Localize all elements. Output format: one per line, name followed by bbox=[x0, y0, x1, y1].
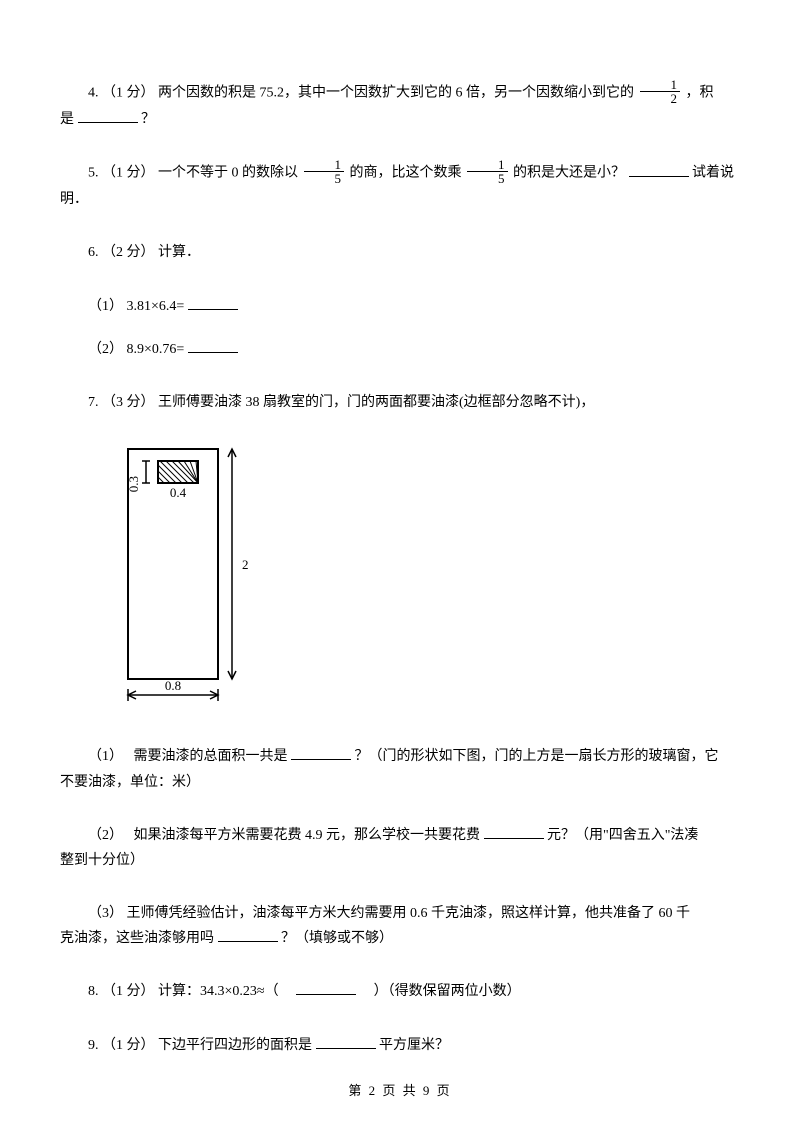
question-9: 9. （1 分） 下边平行四边形的面积是 平方厘米？ bbox=[60, 1033, 740, 1058]
q9-prefix: 9. （1 分） 下边平行四边形的面积是 bbox=[88, 1038, 312, 1053]
q7-sub3-a: （3） 王师傅凭经验估计，油漆每平方米大约需要用 0.6 千克油漆，照这样计算，… bbox=[88, 906, 690, 921]
question-4: 4. （1 分） 两个因数的积是 75.2，其中一个因数扩大到它的 6 倍，另一… bbox=[60, 80, 740, 132]
svg-text:0.8: 0.8 bbox=[165, 678, 181, 693]
q7-sub3: （3） 王师傅凭经验估计，油漆每平方米大约需要用 0.6 千克油漆，照这样计算，… bbox=[60, 901, 740, 951]
q5-text-c: 的积是大还是小？ bbox=[513, 166, 625, 181]
svg-text:0.3: 0.3 bbox=[126, 476, 141, 492]
q6-blank-1 bbox=[188, 296, 238, 310]
q4-text-a: 4. （1 分） 两个因数的积是 75.2，其中一个因数扩大到它的 6 倍，另一… bbox=[88, 86, 638, 101]
q8-blank bbox=[296, 981, 356, 995]
q4-blank bbox=[78, 109, 138, 123]
q5-blank bbox=[629, 163, 689, 177]
q7-sub1-c: 不要油漆，单位：米） bbox=[60, 775, 200, 790]
fraction-half: 1 2 bbox=[640, 78, 681, 105]
q5-text-a: 5. （1 分） 一个不等于 0 的数除以 bbox=[88, 166, 302, 181]
question-8: 8. （1 分） 计算：34.3×0.23≈（ ）（得数保留两位小数） bbox=[60, 979, 740, 1004]
q4-text-b: ，积 bbox=[686, 86, 714, 101]
q7-sub3-blank bbox=[218, 928, 278, 942]
q5-text-b: 的商，比这个数乘 bbox=[350, 166, 466, 181]
question-5: 5. （1 分） 一个不等于 0 的数除以 1 5 的商，比这个数乘 1 5 的… bbox=[60, 160, 740, 212]
q8-suffix: ）（得数保留两位小数） bbox=[360, 984, 521, 999]
door-diagram: 0.3 0.4 2 0.8 bbox=[100, 443, 740, 722]
door-svg: 0.3 0.4 2 0.8 bbox=[100, 443, 270, 713]
q7-sub1-a: （1） 需要油漆的总面积一共是 bbox=[88, 749, 288, 764]
q7-sub3-b: 克油漆，这些油漆够用吗 bbox=[60, 931, 214, 946]
q7-sub2-c: 整到十分位） bbox=[60, 853, 144, 868]
q8-prefix: 8. （1 分） 计算：34.3×0.23≈（ bbox=[88, 984, 293, 999]
q4-tail: ？ bbox=[141, 112, 155, 127]
q6-sub1: （1） 3.81×6.4= bbox=[60, 294, 740, 319]
q9-blank bbox=[316, 1035, 376, 1049]
q7-sub1-b: ？（门的形状如下图，门的上方是一扇长方形的玻璃窗，它 bbox=[355, 749, 719, 764]
q7-sub1-blank bbox=[291, 746, 351, 760]
q4-line2: 是 bbox=[60, 112, 74, 127]
svg-text:2: 2 bbox=[242, 557, 249, 572]
question-7-title: 7. （3 分） 王师傅要油漆 38 扇教室的门，门的两面都要油漆(边框部分忽略… bbox=[60, 390, 740, 415]
q7-sub2-b: 元？（用"四舍五入"法凑 bbox=[547, 828, 698, 843]
q6-text: 6. （2 分） 计算． bbox=[88, 245, 200, 260]
q7-sub3-c: ？（填够或不够） bbox=[281, 931, 393, 946]
page-footer: 第 2 页 共 9 页 bbox=[0, 1079, 800, 1102]
q6-sub1-text: （1） 3.81×6.4= bbox=[88, 299, 184, 314]
fraction-fifth-1: 1 5 bbox=[304, 158, 345, 185]
footer-text: 第 2 页 共 9 页 bbox=[348, 1083, 451, 1098]
q7-sub2-a: （2） 如果油漆每平方米需要花费 4.9 元，那么学校一共要花费 bbox=[88, 828, 480, 843]
q5-line2: 明． bbox=[60, 192, 88, 207]
q7-sub1: （1） 需要油漆的总面积一共是 ？（门的形状如下图，门的上方是一扇长方形的玻璃窗… bbox=[60, 744, 740, 794]
question-6-title: 6. （2 分） 计算． bbox=[60, 240, 740, 265]
fraction-fifth-2: 1 5 bbox=[467, 158, 508, 185]
q6-blank-2 bbox=[188, 339, 238, 353]
q7-sub2-blank bbox=[484, 825, 544, 839]
q6-sub2: （2） 8.9×0.76= bbox=[60, 337, 740, 362]
q7-sub2: （2） 如果油漆每平方米需要花费 4.9 元，那么学校一共要花费 元？（用"四舍… bbox=[60, 823, 740, 873]
svg-text:0.4: 0.4 bbox=[170, 485, 187, 500]
q5-tail: 试着说 bbox=[692, 166, 734, 181]
q6-sub2-text: （2） 8.9×0.76= bbox=[88, 342, 184, 357]
q7-text: 7. （3 分） 王师傅要油漆 38 扇教室的门，门的两面都要油漆(边框部分忽略… bbox=[88, 395, 594, 410]
q9-suffix: 平方厘米？ bbox=[379, 1038, 449, 1053]
